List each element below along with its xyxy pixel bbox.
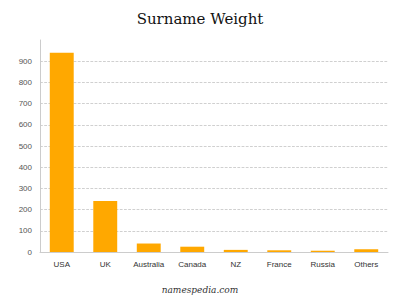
- svg-text:300: 300: [19, 184, 33, 193]
- svg-text:600: 600: [19, 120, 33, 129]
- svg-text:400: 400: [19, 163, 33, 172]
- svg-text:100: 100: [19, 226, 33, 235]
- svg-text:NZ: NZ: [230, 260, 241, 269]
- svg-text:UK: UK: [100, 260, 112, 269]
- svg-text:Russia: Russia: [311, 260, 336, 269]
- svg-text:500: 500: [19, 142, 33, 151]
- svg-text:0: 0: [28, 248, 33, 257]
- svg-text:Surname Weight: Surname Weight: [137, 10, 264, 28]
- svg-text:800: 800: [19, 78, 33, 87]
- svg-text:700: 700: [19, 99, 33, 108]
- svg-text:namespedia.com: namespedia.com: [162, 285, 239, 295]
- svg-text:900: 900: [19, 57, 33, 66]
- svg-text:France: France: [267, 260, 292, 269]
- svg-text:Others: Others: [354, 260, 378, 269]
- svg-text:USA: USA: [54, 260, 71, 269]
- svg-text:Canada: Canada: [178, 260, 207, 269]
- svg-text:Australia: Australia: [133, 260, 165, 269]
- svg-text:200: 200: [19, 205, 33, 214]
